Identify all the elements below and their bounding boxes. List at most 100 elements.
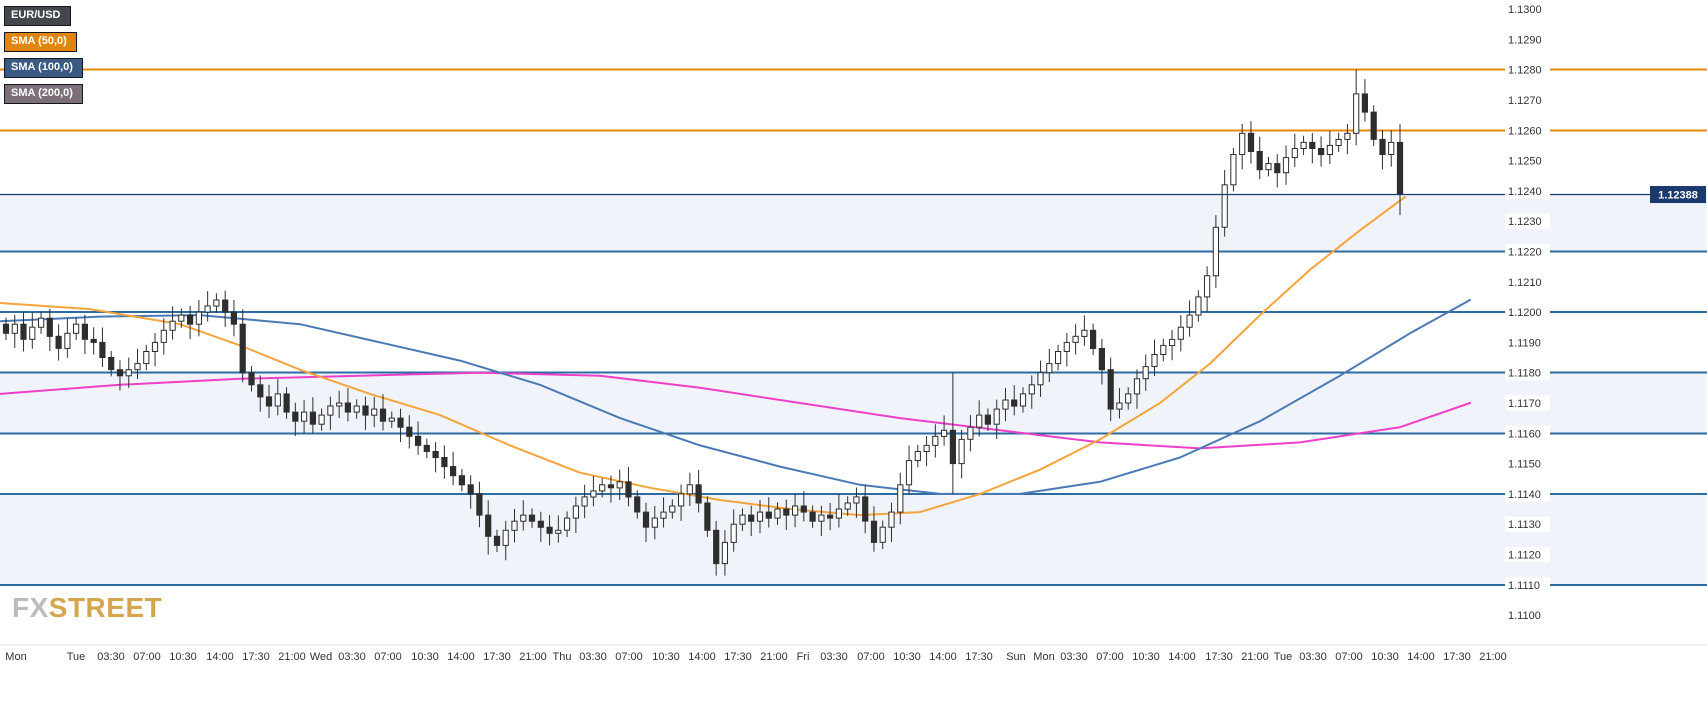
price-tick-bg <box>1505 243 1550 259</box>
price-tick-bg <box>1505 486 1550 502</box>
price-tick-bg <box>1505 62 1550 78</box>
price-tick-bg <box>1505 516 1550 532</box>
legend-item-eurusd[interactable]: EUR/USD <box>4 6 71 26</box>
price-tick: 1.1150 <box>1508 459 1541 471</box>
price-tick: 1.1300 <box>1508 4 1542 16</box>
time-tick: 21:00 <box>1479 651 1507 663</box>
price-tick: 1.1120 <box>1508 549 1541 561</box>
time-tick: 07:00 <box>133 651 161 663</box>
price-tick-bg <box>1505 183 1550 199</box>
time-tick: 21:00 <box>1241 651 1269 663</box>
price-tick: 1.1210 <box>1508 277 1542 289</box>
time-tick: 10:30 <box>893 651 921 663</box>
time-tick: 17:30 <box>1443 651 1471 663</box>
time-tick: 21:00 <box>278 651 306 663</box>
price-tick: 1.1140 <box>1508 489 1541 501</box>
time-tick: 14:00 <box>206 651 234 663</box>
time-tick: 10:30 <box>169 651 197 663</box>
time-tick: 03:30 <box>97 651 125 663</box>
time-tick: Tue <box>67 651 86 663</box>
time-tick: Sun <box>1006 651 1026 663</box>
price-tick: 1.1130 <box>1508 519 1541 531</box>
price-tick-bg <box>1505 122 1550 138</box>
time-tick: 07:00 <box>1096 651 1124 663</box>
price-tick-bg <box>1505 213 1550 229</box>
price-tick-bg <box>1505 395 1550 411</box>
price-tick-bg <box>1505 577 1550 593</box>
time-tick: Tue <box>1274 651 1293 663</box>
time-tick: Thu <box>553 651 572 663</box>
legend-item-sma200[interactable]: SMA (200,0) <box>4 84 83 104</box>
price-tick-bg <box>1505 274 1550 290</box>
sr-zone <box>0 493 1707 585</box>
price-tick: 1.1160 <box>1508 428 1541 440</box>
time-tick: 10:30 <box>1132 651 1160 663</box>
sr-zone <box>0 194 1707 252</box>
sma-50-line <box>0 196 1406 517</box>
time-tick: Mon <box>5 651 26 663</box>
price-tick: 1.1290 <box>1508 34 1542 46</box>
last-price-label: 1.12388 <box>1658 190 1698 202</box>
time-tick: 17:30 <box>1205 651 1233 663</box>
legend-item-sma100[interactable]: SMA (100,0) <box>4 58 83 78</box>
time-tick: 03:30 <box>579 651 607 663</box>
time-tick: 03:30 <box>1060 651 1088 663</box>
price-tick-bg <box>1505 31 1550 47</box>
time-tick: 14:00 <box>929 651 957 663</box>
time-tick: 14:00 <box>688 651 716 663</box>
price-tick: 1.1240 <box>1508 186 1542 198</box>
time-tick: 17:30 <box>483 651 511 663</box>
price-tick: 1.1280 <box>1508 65 1542 77</box>
price-tick-bg <box>1505 153 1550 169</box>
price-tick: 1.1260 <box>1508 125 1542 137</box>
price-tick: 1.1100 <box>1508 610 1541 622</box>
legend-item-sma50[interactable]: SMA (50,0) <box>4 32 77 52</box>
last-price-badge <box>1650 186 1706 204</box>
time-tick: 17:30 <box>242 651 270 663</box>
fxstreet-logo: FXSTREET <box>12 592 162 624</box>
fxstreet-logo-street: STREET <box>48 592 163 623</box>
time-tick: 07:00 <box>615 651 643 663</box>
price-tick: 1.1220 <box>1508 246 1542 258</box>
time-tick: 14:00 <box>1168 651 1196 663</box>
chart-legend: EUR/USD SMA (50,0) SMA (100,0) SMA (200,… <box>4 6 83 110</box>
price-tick: 1.1170 <box>1508 398 1541 410</box>
time-tick: 10:30 <box>652 651 680 663</box>
price-tick-bg <box>1505 456 1550 472</box>
sma-200-line <box>0 371 1471 450</box>
price-tick-bg <box>1505 334 1550 350</box>
price-tick: 1.1190 <box>1508 337 1541 349</box>
time-tick: 10:30 <box>411 651 439 663</box>
price-tick-bg <box>1505 304 1550 320</box>
price-tick-bg <box>1505 1 1550 17</box>
time-tick: 21:00 <box>519 651 547 663</box>
price-tick: 1.1200 <box>1508 307 1542 319</box>
candlestick-series <box>2 69 1404 576</box>
time-tick: 17:30 <box>965 651 993 663</box>
price-tick: 1.1250 <box>1508 156 1542 168</box>
price-tick: 1.1230 <box>1508 216 1542 228</box>
time-tick: 14:00 <box>447 651 475 663</box>
price-tick: 1.1180 <box>1508 368 1541 380</box>
time-tick: 10:30 <box>1371 651 1399 663</box>
time-tick: Mon <box>1033 651 1054 663</box>
time-tick: 07:00 <box>374 651 402 663</box>
time-tick: 07:00 <box>857 651 885 663</box>
sr-zone <box>0 372 1707 434</box>
price-tick-bg <box>1505 546 1550 562</box>
price-tick-bg <box>1505 92 1550 108</box>
sma-100-line <box>0 299 1471 495</box>
time-tick: 03:30 <box>338 651 366 663</box>
price-tick-bg <box>1505 365 1550 381</box>
time-tick: 03:30 <box>820 651 848 663</box>
price-tick: 1.1110 <box>1508 580 1540 592</box>
time-tick: 07:00 <box>1335 651 1363 663</box>
time-tick: 21:00 <box>760 651 788 663</box>
time-tick: Fri <box>797 651 810 663</box>
time-tick: 17:30 <box>724 651 752 663</box>
time-tick: Wed <box>310 651 332 663</box>
time-tick: 14:00 <box>1407 651 1435 663</box>
time-tick: 03:30 <box>1299 651 1327 663</box>
